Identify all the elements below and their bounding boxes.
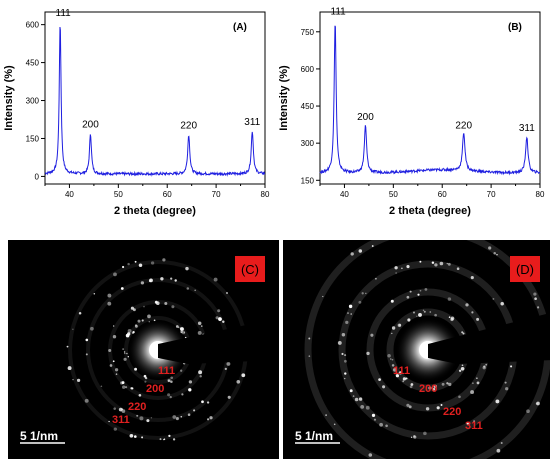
x-tick-label: 60 xyxy=(163,190,172,199)
x-axis-label: 2 theta (degree) xyxy=(114,205,196,217)
peak-label: 220 xyxy=(455,121,472,132)
y-tick-label: 150 xyxy=(26,134,40,143)
x-tick-label: 70 xyxy=(212,190,221,199)
x-tick-label: 60 xyxy=(438,190,447,199)
y-tick-label: 300 xyxy=(26,97,40,106)
y-tick-label: 150 xyxy=(301,176,315,185)
panel-label: (A) xyxy=(233,22,247,33)
ring-label: 220 xyxy=(443,406,461,418)
ring-label: 111 xyxy=(158,365,175,377)
ring-label: 220 xyxy=(128,401,146,413)
ring-label: 200 xyxy=(419,383,437,395)
panel-label: (C) xyxy=(241,262,259,277)
x-tick-label: 40 xyxy=(340,190,349,199)
plot-frame xyxy=(44,11,266,185)
ring-label: 111 xyxy=(393,365,410,377)
y-tick-label: 300 xyxy=(301,139,315,148)
chart-svg: 40 50 60 70 80 0 150 300 450 600 111 200 220 311 (A) 2 … xyxy=(3,8,270,217)
diffraction-image: 111 200 220 311 (D) 5 1/nm xyxy=(295,240,550,459)
y-axis-label: Intensity (%) xyxy=(278,65,290,131)
y-tick-label: 450 xyxy=(301,102,315,111)
xrd-chart-b: 40 50 60 70 80 150 300 450 600 750 111 200 220 311 (B)… xyxy=(275,0,550,232)
ring-label: 311 xyxy=(112,414,130,426)
peak-label: 311 xyxy=(244,117,260,128)
y-tick-label: 600 xyxy=(301,65,315,74)
panel-label-box xyxy=(235,256,265,282)
y-tick-label: 0 xyxy=(35,172,40,181)
peak-label: 200 xyxy=(82,119,99,130)
x-tick-label: 70 xyxy=(487,190,496,199)
ring-label: 311 xyxy=(465,420,483,432)
y-tick-label: 750 xyxy=(301,28,315,37)
scale-bar-label: 5 1/nm xyxy=(295,429,333,443)
series-line xyxy=(319,25,541,176)
x-tick-label: 80 xyxy=(536,190,545,199)
beam-stopper xyxy=(428,313,550,364)
peak-label: 220 xyxy=(180,121,197,132)
saed-panel-c: 111 200 220 311 (C) 5 1/nm xyxy=(8,240,279,459)
ring-label: 200 xyxy=(146,383,164,395)
x-tick-label: 40 xyxy=(65,190,74,199)
y-axis-label: Intensity (%) xyxy=(3,65,15,131)
saed-panel-d: 111 200 220 311 (D) 5 1/nm xyxy=(283,240,550,459)
peak-label: 111 xyxy=(331,7,347,18)
panel-label: (D) xyxy=(516,262,534,277)
series-line xyxy=(44,26,266,177)
peak-label: 200 xyxy=(357,112,374,123)
y-tick-label: 600 xyxy=(26,21,40,30)
x-tick-label: 50 xyxy=(114,190,123,199)
x-axis-label: 2 theta (degree) xyxy=(389,205,471,217)
xrd-chart-a: 40 50 60 70 80 0 150 300 450 600 111 200 220 311 (A) 2 … xyxy=(0,0,275,232)
peak-label: 311 xyxy=(519,123,535,134)
panel-label: (B) xyxy=(508,22,522,33)
chart-svg: 40 50 60 70 80 150 300 450 600 750 111 200 220 311 (B)… xyxy=(278,7,545,217)
panel-label-box xyxy=(510,256,540,282)
scale-bar-label: 5 1/nm xyxy=(20,429,58,443)
beam-stopper xyxy=(158,318,279,364)
x-tick-label: 50 xyxy=(389,190,398,199)
plot-frame xyxy=(319,11,541,185)
y-tick-label: 450 xyxy=(26,59,40,68)
peak-label: 111 xyxy=(56,8,72,19)
x-tick-label: 80 xyxy=(261,190,270,199)
